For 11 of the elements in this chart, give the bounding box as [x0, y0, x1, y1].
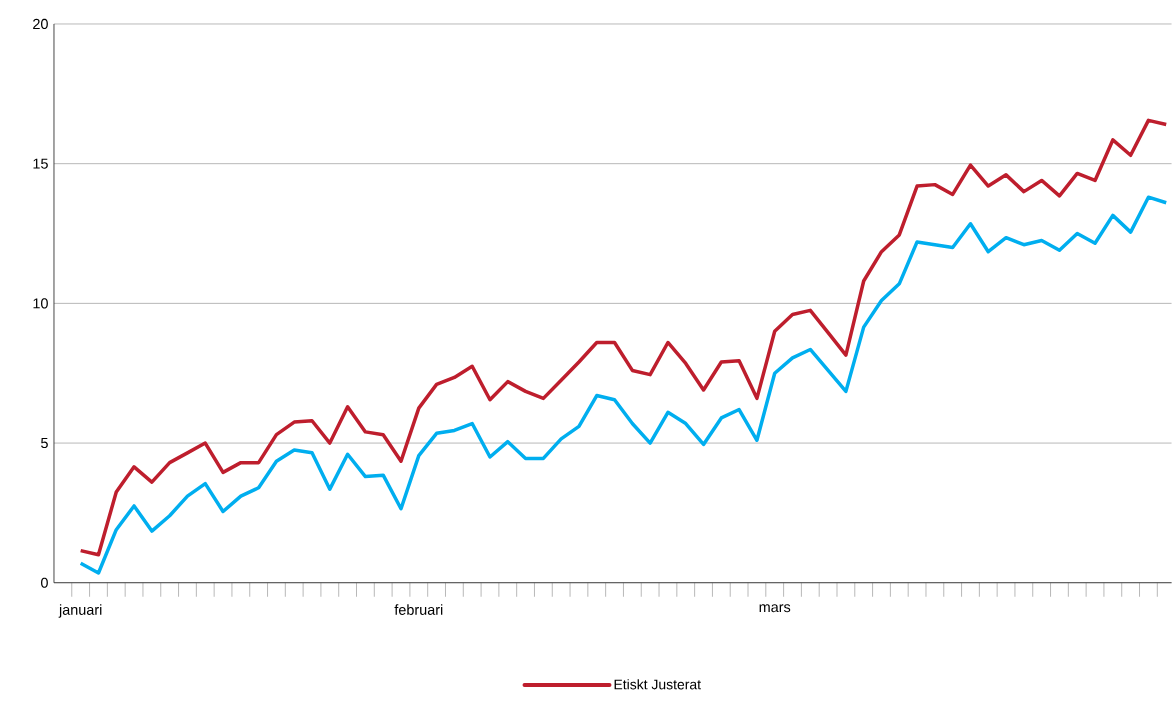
y-tick-label: 20 [33, 19, 48, 30]
y-tick-label: 0 [41, 577, 48, 589]
line-series [78, 118, 1168, 557]
y-tick-label: 15 [33, 158, 48, 169]
x-tick-label: januari [58, 604, 102, 618]
line-series [78, 195, 1168, 575]
x-tick-label: februari [394, 604, 443, 616]
y-tick-label: 5 [41, 438, 48, 449]
text: Etiskt Justerat [614, 679, 701, 690]
y-tick-label: 10 [33, 298, 48, 309]
x-tick-label: mars [759, 604, 791, 613]
